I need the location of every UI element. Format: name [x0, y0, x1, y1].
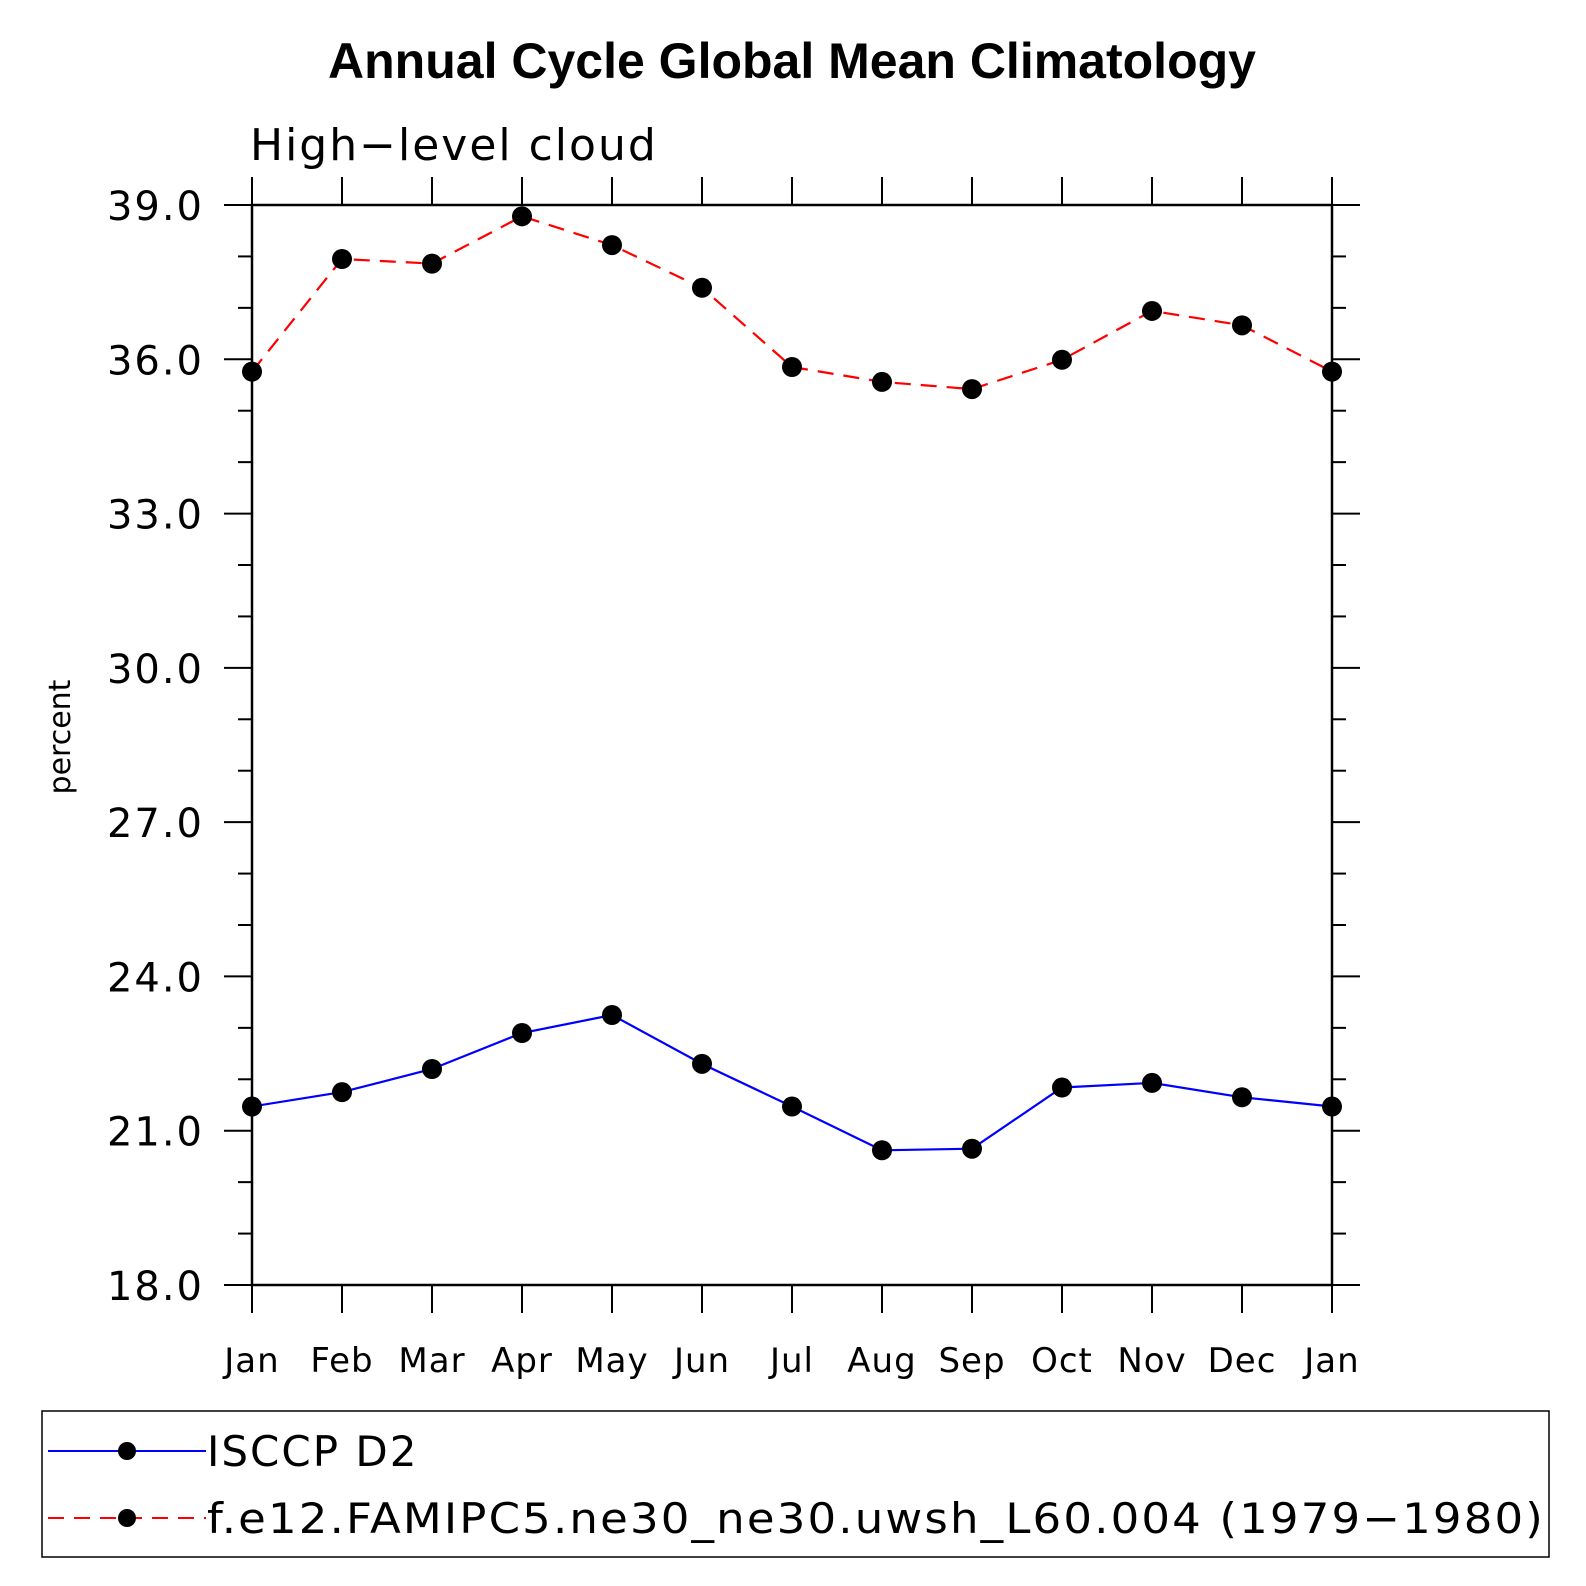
- data-point-series-0: [1052, 1077, 1072, 1098]
- x-tick-label: Jan: [1302, 1341, 1359, 1381]
- data-point-series-0: [782, 1096, 802, 1117]
- legend-marker-isccp: [118, 1442, 136, 1460]
- data-point-series-1: [1232, 315, 1252, 336]
- data-point-series-0: [962, 1138, 982, 1159]
- x-tick-label: Sep: [938, 1341, 1005, 1381]
- legend-label-isccp: ISCCP D2: [207, 1427, 418, 1476]
- y-tick-label: 33.0: [107, 493, 204, 539]
- y-axis-ticks: 18.0 21.0 24.0 27.0 30.0 33.0 36.0 39.0: [107, 184, 1360, 1310]
- data-point-series-1: [1052, 349, 1072, 370]
- x-tick-label: Jun: [672, 1341, 730, 1381]
- data-point-series-0: [1322, 1096, 1342, 1117]
- x-tick-label: Mar: [398, 1341, 465, 1381]
- x-tick-label: Nov: [1117, 1341, 1186, 1381]
- data-point-series-1: [692, 277, 712, 298]
- series-layer: [242, 206, 1342, 1161]
- data-point-series-0: [872, 1140, 892, 1161]
- chart-subtitle: High−level cloud: [250, 120, 658, 171]
- x-tick-label: Apr: [491, 1341, 553, 1381]
- legend-box: [41, 1410, 1550, 1558]
- x-tick-label: Oct: [1031, 1341, 1093, 1381]
- data-point-series-0: [1142, 1072, 1162, 1093]
- data-point-series-1: [242, 361, 262, 382]
- legend: ISCCP D2 f.e12.FAMIPC5.ne30_ne30.uwsh_L6…: [41, 1410, 1550, 1558]
- series-line-0: [251, 1013, 1333, 1152]
- y-tick-label: 18.0: [107, 1264, 204, 1310]
- y-tick-label: 21.0: [107, 1110, 204, 1156]
- data-point-series-0: [1232, 1087, 1252, 1108]
- legend-marker-model: [118, 1509, 136, 1527]
- x-tick-label: Jan: [222, 1341, 279, 1381]
- y-tick-label: 27.0: [107, 801, 204, 847]
- chart-title: Annual Cycle Global Mean Climatology: [328, 33, 1256, 89]
- data-point-series-1: [512, 206, 532, 227]
- y-axis-label: percent: [43, 679, 78, 794]
- data-point-series-1: [422, 253, 442, 274]
- x-axis-ticks: Jan Feb Mar Apr May Jun Jul Aug Sep Oct Nov Dec Jan: [222, 177, 1359, 1381]
- data-point-series-1: [872, 371, 892, 392]
- data-point-series-1: [1322, 361, 1342, 382]
- data-point-series-1: [602, 235, 622, 256]
- x-tick-label: Aug: [847, 1341, 916, 1381]
- data-point-series-1: [1142, 300, 1162, 321]
- legend-label-model: f.e12.FAMIPC5.ne30_ne30.uwsh_L60.004 (19…: [207, 1494, 1545, 1543]
- data-point-series-1: [782, 357, 802, 377]
- y-tick-label: 24.0: [107, 955, 204, 1001]
- data-point-series-0: [332, 1082, 352, 1103]
- data-point-series-0: [692, 1053, 712, 1074]
- data-point-series-1: [962, 379, 982, 400]
- y-tick-label: 30.0: [107, 647, 204, 693]
- x-tick-label: Feb: [310, 1341, 373, 1381]
- data-point-series-0: [242, 1096, 262, 1117]
- data-point-series-1: [332, 249, 352, 269]
- x-tick-label: Jul: [768, 1341, 814, 1381]
- data-point-series-0: [422, 1059, 442, 1079]
- y-tick-label: 36.0: [107, 338, 204, 384]
- x-tick-label: Dec: [1208, 1341, 1277, 1381]
- data-point-series-0: [602, 1005, 622, 1025]
- x-tick-label: May: [575, 1341, 648, 1381]
- y-tick-label: 39.0: [107, 184, 204, 230]
- data-point-series-0: [512, 1023, 532, 1043]
